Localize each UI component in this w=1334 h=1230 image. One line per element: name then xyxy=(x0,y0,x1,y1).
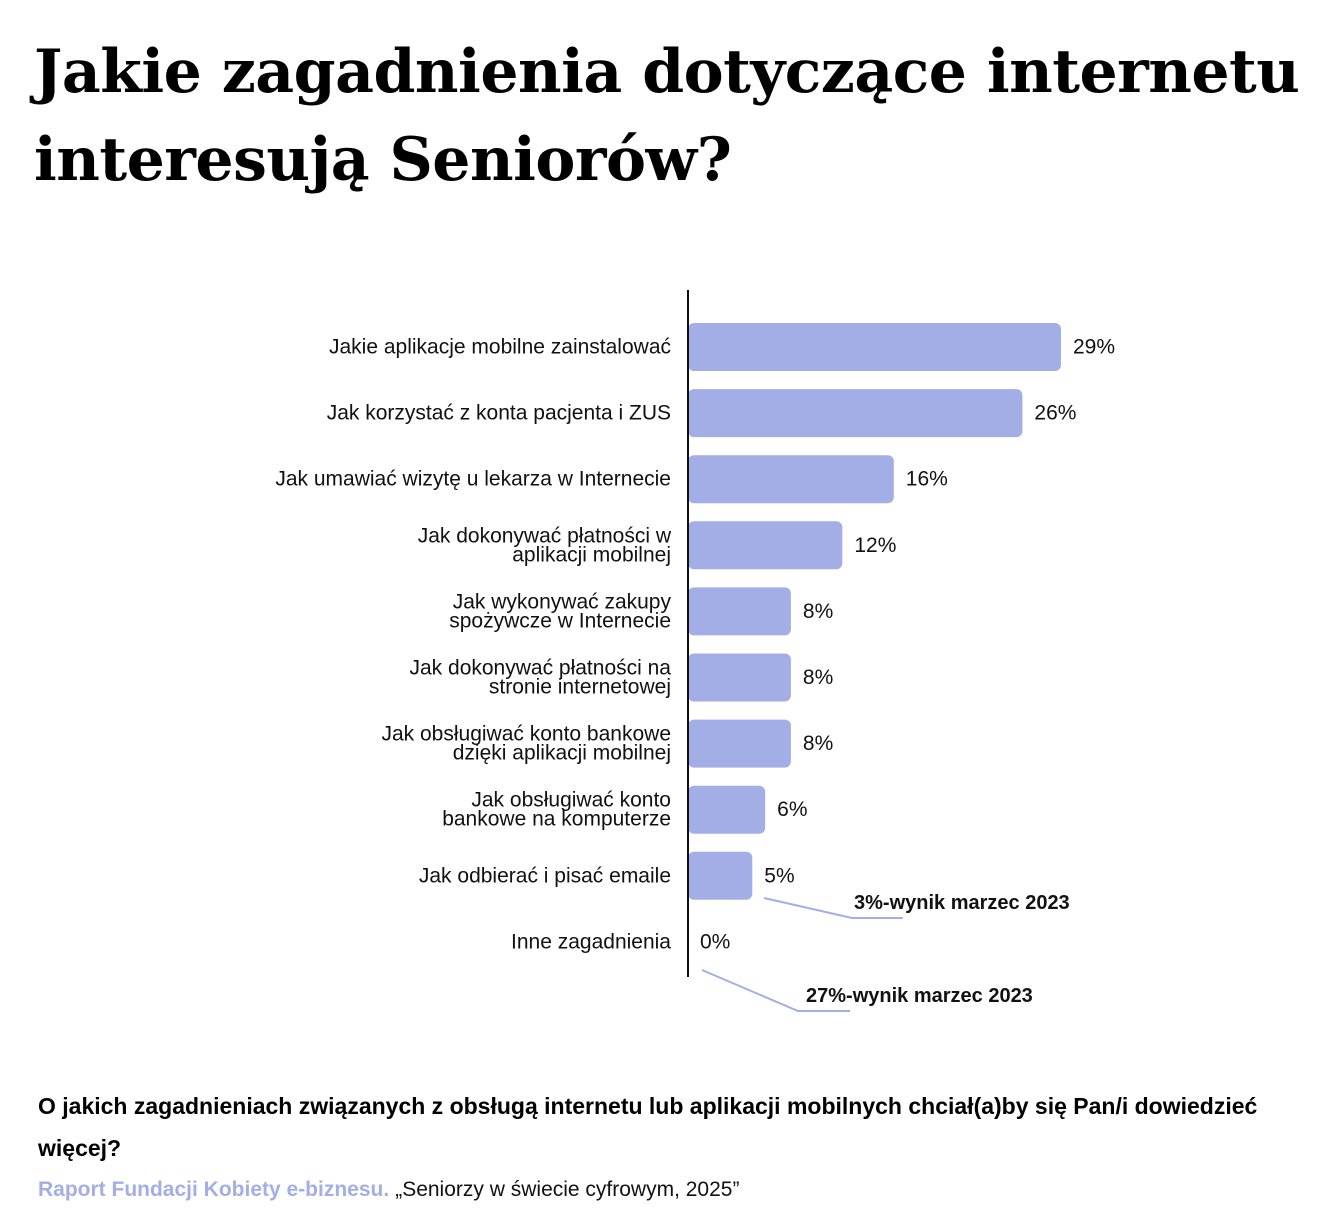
annotation-text: -wynik marzec 2023 xyxy=(883,892,1070,914)
category-label: aplikacji mobilnej xyxy=(512,543,671,566)
value-label: 29% xyxy=(1073,336,1115,359)
bar xyxy=(688,785,766,834)
annotation-leader-line xyxy=(763,897,903,919)
survey-question: O jakich zagadnieniach związanych z obsł… xyxy=(38,1093,1258,1161)
category-label: Jak dokonywać płatności w xyxy=(418,524,672,547)
category-labels: Jakie aplikacje mobilne zainstalować Jak … xyxy=(275,336,672,954)
annotation-value: 3% xyxy=(854,892,883,914)
source-organization: Raport Fundacji Kobiety e-biznesu. xyxy=(38,1178,390,1201)
bar xyxy=(688,851,753,900)
category-label: bankowe na komputerze xyxy=(442,808,671,831)
bar xyxy=(688,323,1061,371)
value-label: 8% xyxy=(803,600,833,623)
value-label: 12% xyxy=(854,534,896,557)
value-label: 5% xyxy=(764,864,794,887)
category-label: dzięki aplikacji mobilnej xyxy=(453,742,671,765)
category-label: Inne zagadnienia xyxy=(511,930,671,953)
category-label: Jak umawiać wizytę u lekarza w Interneci… xyxy=(275,468,671,491)
bar-chart: Jakie aplikacje mobilne zainstalować Jak … xyxy=(275,290,1115,1012)
value-label: 26% xyxy=(1034,402,1076,425)
bar xyxy=(688,653,791,702)
bar xyxy=(688,455,894,504)
category-label: Jak odbierać i pisać emaile xyxy=(419,864,671,887)
bar xyxy=(688,587,791,636)
annotation-value: 27% xyxy=(806,985,846,1007)
value-label: 8% xyxy=(803,666,833,689)
value-labels: 29% 26% 16% 12% 8% 8% 8% 6% 5% 0% xyxy=(700,336,1115,954)
annotation-label: 27%-wynik marzec 2023 xyxy=(806,985,1033,1007)
value-label: 16% xyxy=(906,468,948,491)
bars-layer xyxy=(688,323,1061,900)
annotation-label: 3%-wynik marzec 2023 xyxy=(854,892,1070,914)
annotation-leader-line xyxy=(701,969,850,1012)
source-line: Raport Fundacji Kobiety e-biznesu. „Senio… xyxy=(38,1178,739,1202)
category-label: Jak wykonywać zakupy xyxy=(453,590,672,613)
value-label: 0% xyxy=(700,930,730,953)
category-label: Jak dokonywać płatności na xyxy=(410,657,672,680)
category-label: stronie internetowej xyxy=(489,676,671,699)
category-label: Jak obsługiwać konto xyxy=(471,789,671,812)
source-report-title: „Seniorzy w świecie cyfrowym, 2025” xyxy=(395,1178,740,1201)
value-label: 8% xyxy=(803,732,833,755)
category-label: spożywcze w Internecie xyxy=(449,609,671,632)
annotation-text: -wynik marzec 2023 xyxy=(846,985,1033,1007)
category-label: Jak korzystać z konta pacjenta i ZUS xyxy=(327,402,671,425)
category-label: Jak obsługiwać konto bankowe xyxy=(381,723,671,746)
bar xyxy=(688,719,791,768)
bar xyxy=(688,389,1023,438)
value-label: 6% xyxy=(777,798,807,821)
category-label: Jakie aplikacje mobilne zainstalować xyxy=(329,336,671,359)
bar xyxy=(688,521,843,570)
chart-title: Jakie zagadnienia dotyczące internetu in… xyxy=(34,37,1300,195)
